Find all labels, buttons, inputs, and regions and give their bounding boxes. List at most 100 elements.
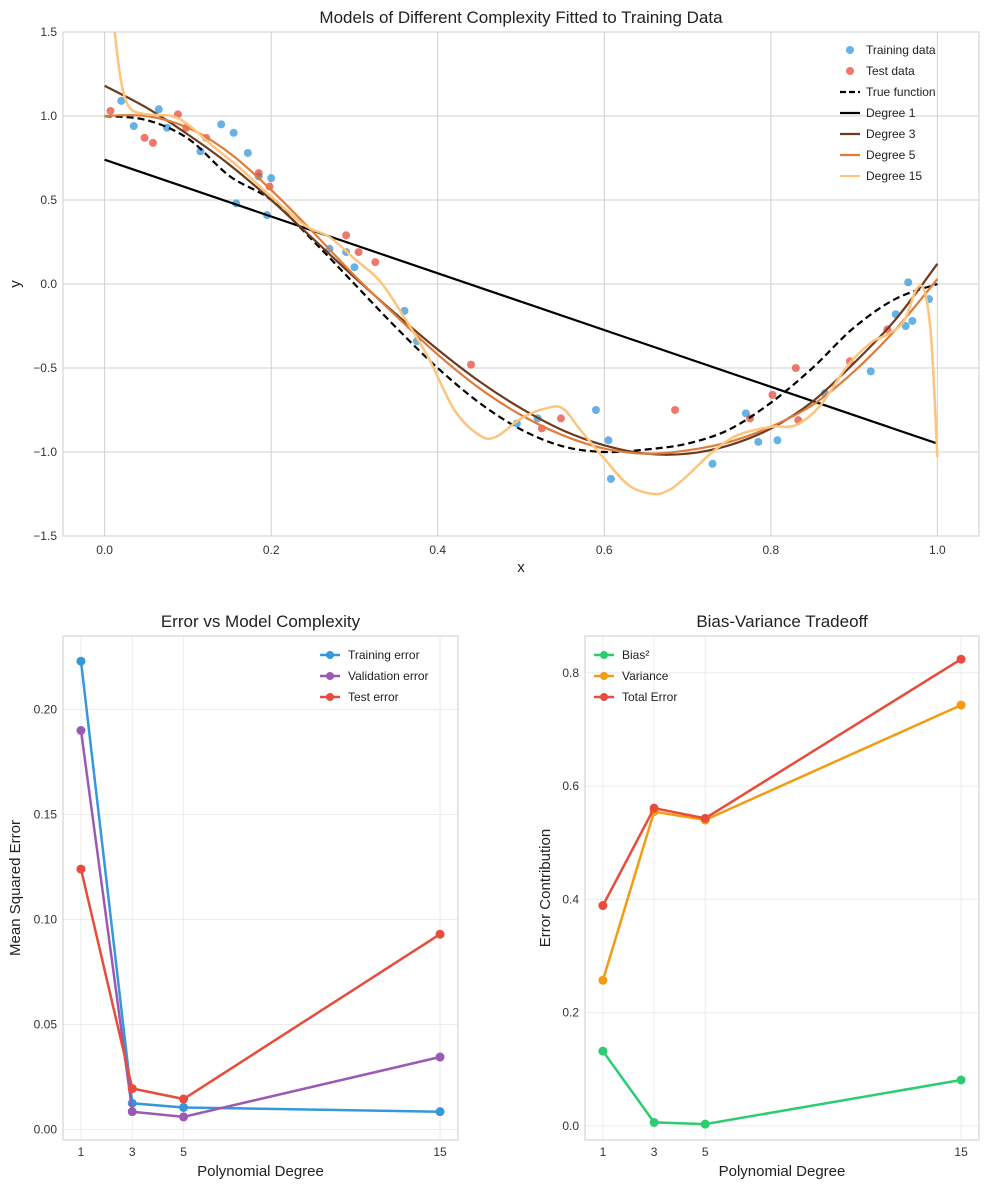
total-error-line <box>601 658 962 907</box>
training-data-point <box>229 128 238 137</box>
validation-error-line <box>79 730 441 1119</box>
legend-label: Test data <box>866 64 915 78</box>
bias-legend: Bias² Variance Total Error <box>594 648 677 704</box>
error-xtick-label: 3 <box>129 1145 136 1159</box>
fit-ytick-label: −1.5 <box>33 529 57 543</box>
variance-point <box>956 700 966 710</box>
legend-item-test-data: Test data <box>846 64 915 78</box>
error-ticks: 1 3 5 15 0.00 0.05 0.10 0.15 0.20 <box>34 703 447 1160</box>
bias-xlabel: Polynomial Degree <box>719 1163 846 1180</box>
total-error-point <box>598 901 608 911</box>
bias-grid <box>585 636 979 1140</box>
bias-xtick-label: 1 <box>600 1145 607 1159</box>
training-data-point <box>901 322 910 330</box>
legend-label: Degree 5 <box>866 148 916 162</box>
test-data-point <box>140 133 149 142</box>
legend-label: Bias² <box>622 648 649 662</box>
bias-xtick-label: 3 <box>651 1145 658 1159</box>
legend-label: Test error <box>348 690 399 704</box>
training-data-point <box>708 459 717 468</box>
degree-3-line <box>104 84 939 456</box>
fit-grid <box>63 31 979 537</box>
legend-swatch-dot <box>600 693 608 701</box>
degree-1-line <box>104 158 938 445</box>
bias-ytick-label: 0.2 <box>562 1006 579 1020</box>
fit-xtick-label: 0.4 <box>429 543 446 557</box>
legend-swatch-dot <box>326 651 334 659</box>
fit-ytick-label: −1.0 <box>33 445 57 459</box>
test-data-point <box>106 106 115 115</box>
training-data-point <box>908 316 917 325</box>
fit-ytick-label: −0.5 <box>33 361 57 375</box>
fit-ticks: 0.0 0.2 0.4 0.6 0.8 1.0 −1.5 −1.0 −0.5 0.0 0.5 1.0 1… <box>33 25 946 557</box>
bias-ytick-label: 0.8 <box>562 666 579 680</box>
total-error-point <box>649 803 659 813</box>
test-error-point <box>76 864 86 874</box>
training-data-point <box>591 406 600 414</box>
fit-line-layer <box>104 32 939 496</box>
legend-item-validation-error: Validation error <box>320 669 428 683</box>
error-grid <box>63 636 458 1140</box>
test-data-point <box>791 364 800 372</box>
test-data-point <box>371 258 380 267</box>
legend-label: Validation error <box>348 669 428 683</box>
bias-title: Bias-Variance Tradeoff <box>696 612 868 631</box>
validation-error-point <box>76 726 86 735</box>
validation-error-point <box>127 1107 137 1117</box>
bias-ytick-label: 0.0 <box>562 1119 579 1133</box>
error-xlabel: Polynomial Degree <box>197 1163 324 1180</box>
legend-item-degree-15: Degree 15 <box>840 169 922 183</box>
error-ytick-label: 0.20 <box>34 703 58 717</box>
legend-label: Training error <box>348 648 420 662</box>
test-data-point <box>342 231 351 240</box>
degree-15-line <box>113 32 939 496</box>
bias-xtick-label: 5 <box>702 1145 709 1159</box>
bias-axes-frame <box>584 635 980 1141</box>
training-data-point <box>267 174 276 183</box>
training-data-point <box>604 436 613 445</box>
training-error-point <box>179 1102 189 1112</box>
training-error-point <box>76 656 86 666</box>
error-title: Error vs Model Complexity <box>161 612 361 631</box>
legend-item-degree-3: Degree 3 <box>840 127 916 141</box>
training-data-point <box>754 437 763 446</box>
test-error-point <box>127 1084 137 1094</box>
bias-ylabel: Error Contribution <box>537 829 554 947</box>
fit-xtick-label: 1.0 <box>929 543 946 557</box>
validation-error-point <box>435 1052 445 1062</box>
variance-point <box>598 975 608 985</box>
legend-label: Variance <box>622 669 669 683</box>
legend-label: Degree 15 <box>866 169 922 183</box>
training-data-point <box>866 367 875 376</box>
degree-5-line <box>104 114 939 455</box>
legend-label: Training data <box>866 43 936 57</box>
test-error-point <box>179 1094 189 1104</box>
legend-label: True function <box>866 85 936 99</box>
fit-title: Models of Different Complexity Fitted to… <box>319 8 723 27</box>
legend-swatch-dot <box>600 672 608 680</box>
bias-ytick-label: 0.6 <box>562 779 579 793</box>
validation-error-point <box>179 1112 189 1122</box>
true-function-line <box>104 114 938 454</box>
bias-ticks: 1 3 5 15 0.0 0.2 0.4 0.6 0.8 <box>562 666 968 1159</box>
legend-item-training-data: Training data <box>846 43 936 57</box>
test-data-point <box>148 138 157 147</box>
legend-item-bias: Bias² <box>594 648 649 662</box>
total-error-point <box>700 813 710 823</box>
legend-label: Degree 1 <box>866 106 916 120</box>
fit-ytick-label: 1.0 <box>40 109 57 123</box>
test-data-point <box>265 182 274 191</box>
variance-line <box>601 703 962 981</box>
error-axes-frame <box>62 635 459 1141</box>
error-xtick-label: 1 <box>78 1145 85 1159</box>
fit-marks <box>104 32 939 496</box>
training-data-point <box>154 105 163 114</box>
training-data-point <box>773 436 782 445</box>
fit-ylabel: y <box>7 280 24 288</box>
error-ytick-label: 0.10 <box>34 913 58 927</box>
error-xtick-label: 15 <box>433 1145 447 1159</box>
fit-xtick-label: 0.6 <box>596 543 613 557</box>
error-chart: 1 3 5 15 0.00 0.05 0.10 0.15 0.20 Error vs Model… <box>7 612 459 1180</box>
training-data-point <box>129 122 138 131</box>
